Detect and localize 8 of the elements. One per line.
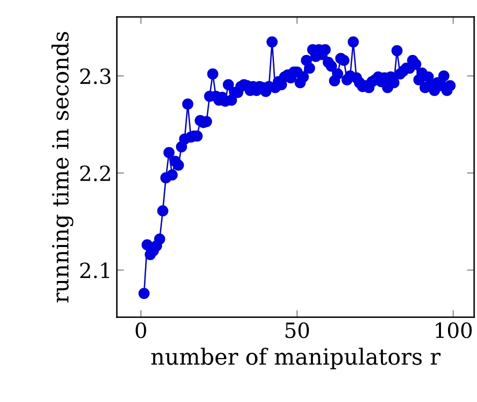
y-axis-title: running time in seconds (51, 32, 74, 302)
x-axis-title: number of manipulators r (151, 348, 441, 370)
x-tick-label: 100 (436, 322, 472, 338)
y-tick-label: 2.1 (80, 262, 110, 278)
y-tick-label: 2.2 (80, 165, 110, 182)
y-tick-label: 2.3 (80, 68, 110, 84)
x-tick-label: 0 (136, 322, 146, 338)
x-tick-label: 50 (286, 322, 309, 338)
